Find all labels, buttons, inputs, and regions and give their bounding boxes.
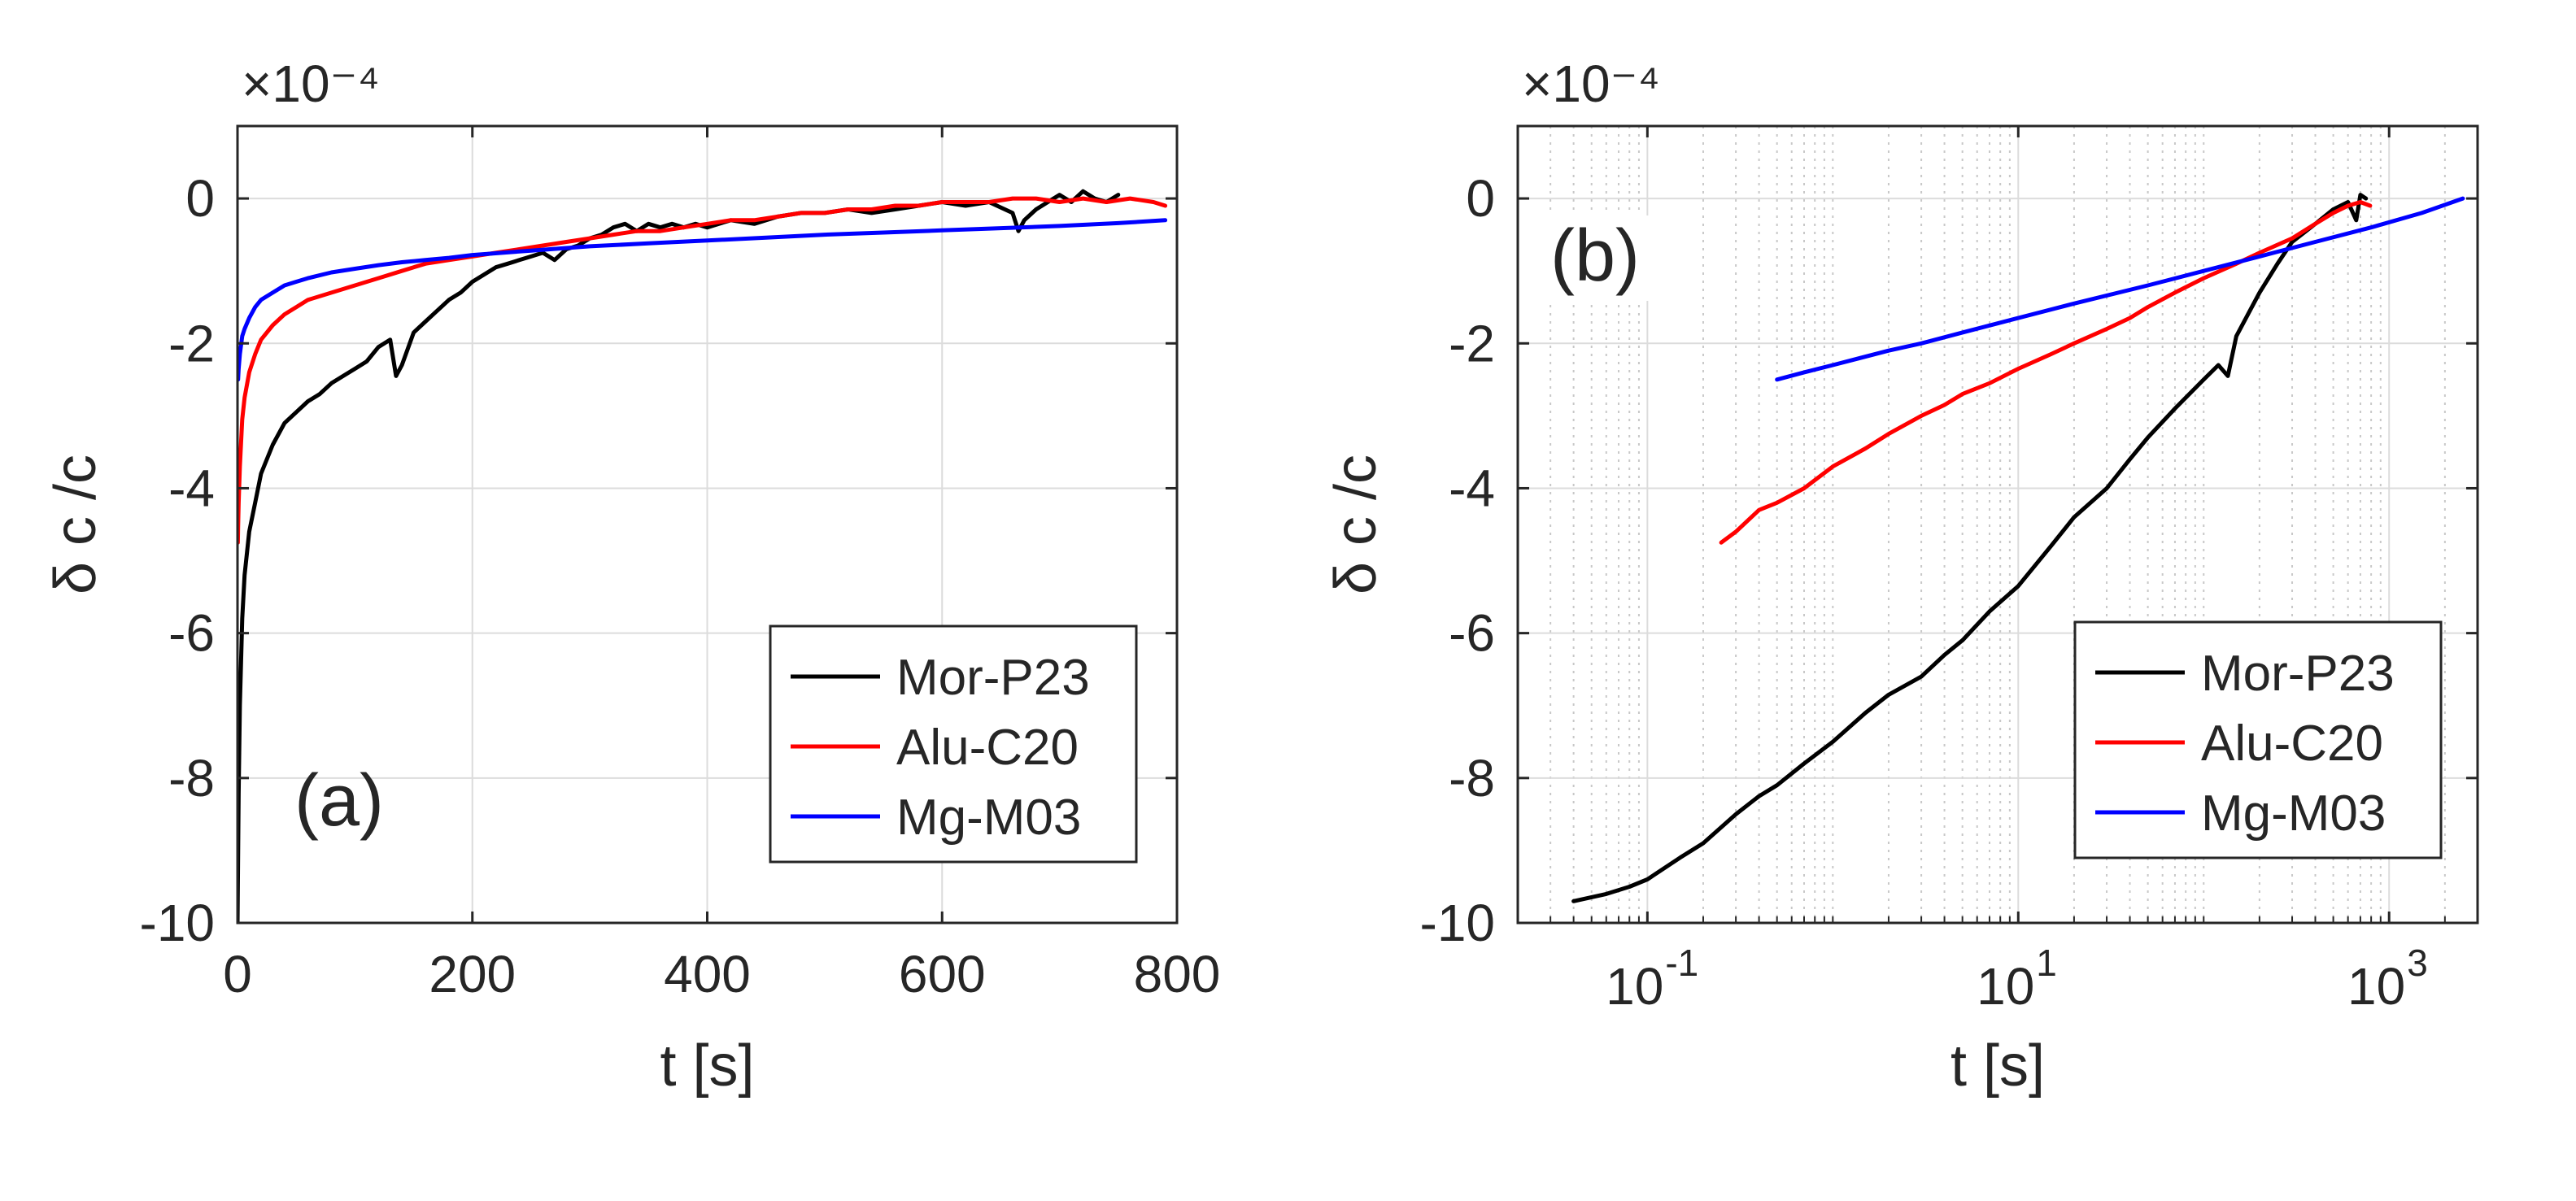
- legend: Mor-P23 Alu-C20 Mg-M03: [2073, 620, 2443, 859]
- x-tick-label-exponent: -1: [1665, 942, 1698, 984]
- y-tick-label: 0: [185, 169, 215, 228]
- y-tick-label: -6: [168, 604, 215, 663]
- chart-panel-2: 10 -1 10 1 10 3-10-8-6-4-20×10⁻⁴t [s]δ c /c(b…: [1323, 54, 2479, 1099]
- y-tick-label: -10: [1420, 894, 1496, 952]
- y-exponent-label: ×10⁻⁴: [1522, 54, 1660, 113]
- x-tick-label: 0: [223, 945, 252, 1003]
- x-tick-label: 400: [664, 945, 751, 1003]
- x-axis-label: t [s]: [1951, 1033, 2045, 1099]
- x-tick-label: 10: [1977, 957, 2034, 1016]
- y-tick-label: -8: [168, 749, 215, 807]
- y-tick-label: -6: [1449, 604, 1495, 663]
- legend-box: [769, 624, 1138, 864]
- x-tick-label: 200: [429, 945, 516, 1003]
- y-tick-label: 0: [1466, 169, 1495, 228]
- chart-panel-1: 0 200 400 600 800 -10 -8 -6 -4 -2 0 ×10⁻⁴ t [s] δ c /…: [43, 54, 1220, 1099]
- x-tick-label-exponent: 3: [2407, 942, 2428, 984]
- y-tick-label: -10: [140, 894, 216, 952]
- x-tick-label: 10: [2347, 957, 2405, 1016]
- y-tick-label: -2: [1449, 314, 1495, 372]
- legend-label: Mg-M03: [2201, 785, 2386, 842]
- y-tick-label: -8: [1449, 749, 1495, 807]
- legend-label: Mg-M03: [896, 790, 1081, 846]
- plot-area: [1571, 193, 2465, 903]
- y-exponent-label: ×10⁻⁴: [242, 54, 380, 113]
- y-tick-label: -2: [168, 314, 215, 372]
- legend-label: Mor-P23: [2201, 646, 2395, 702]
- series-line-alu-c20: [1719, 200, 2373, 545]
- y-tick-label: -4: [168, 459, 215, 517]
- panel-label-bg: [1542, 215, 1685, 301]
- legend-label: Mor-P23: [896, 650, 1090, 706]
- series-line-alu-c20: [238, 196, 1168, 545]
- y-axis-label: δ c /c: [43, 455, 108, 594]
- legend-box: [2073, 620, 2443, 859]
- panel-label: (b): [1550, 215, 1640, 297]
- plot-area: [238, 189, 1168, 923]
- x-tick-label: 800: [1134, 945, 1221, 1003]
- legend-label: Alu-C20: [2201, 716, 2383, 772]
- y-axis-label: δ c /c: [1323, 455, 1388, 594]
- x-tick-label: 600: [899, 945, 986, 1003]
- legend: Mor-P23 Alu-C20 Mg-M03: [769, 624, 1138, 864]
- series-line-mg-m03: [1775, 196, 2465, 382]
- panel-label: (a): [294, 760, 384, 842]
- x-axis-label: t [s]: [660, 1033, 754, 1099]
- axes-frame: [1516, 124, 2479, 925]
- series-line-mg-m03: [238, 218, 1168, 382]
- y-tick-label: -4: [1449, 459, 1495, 517]
- legend-label: Alu-C20: [896, 720, 1079, 776]
- x-tick-label-exponent: 1: [2036, 942, 2057, 984]
- x-tick-label: 10: [1606, 957, 1663, 1016]
- series-line-mor-p23: [1571, 193, 2369, 903]
